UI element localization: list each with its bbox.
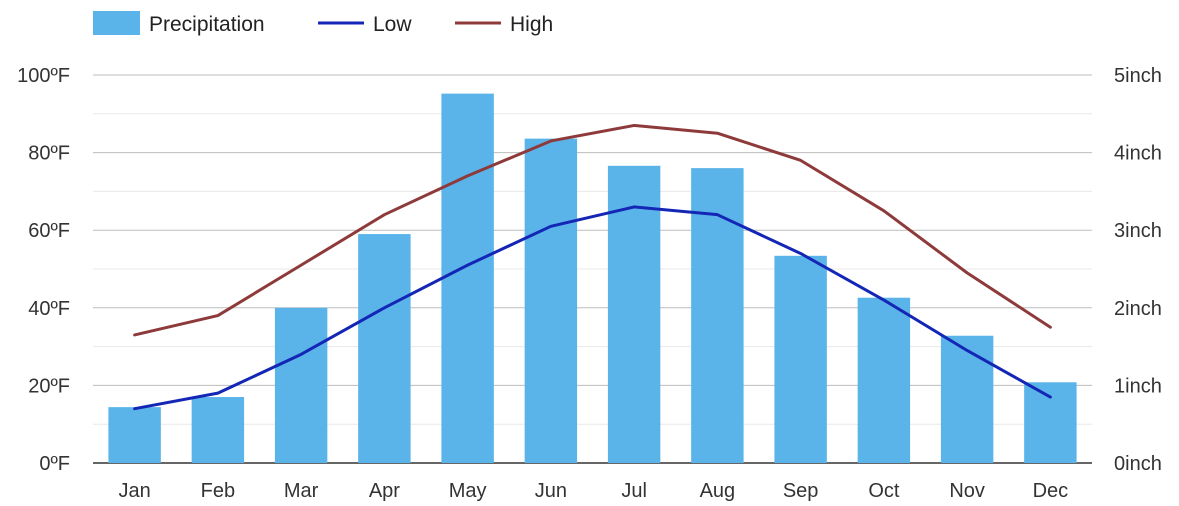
precipitation-bar bbox=[940, 335, 994, 463]
y-left-tick-label: 40ºF bbox=[28, 298, 70, 320]
x-tick-label: Oct bbox=[868, 480, 900, 502]
y-left-tick-label: 60ºF bbox=[28, 220, 70, 242]
y-left-tick-label: 80ºF bbox=[28, 143, 70, 165]
x-tick-label: Jul bbox=[621, 480, 647, 502]
legend-label: Precipitation bbox=[149, 13, 265, 36]
legend-swatch bbox=[93, 11, 140, 35]
x-tick-label: Aug bbox=[700, 480, 736, 502]
precipitation-bar bbox=[857, 297, 911, 463]
legend: Precipitation Low High bbox=[93, 11, 553, 36]
grid bbox=[93, 74, 1092, 464]
y-right-tick-label: 3inch bbox=[1114, 220, 1162, 242]
legend-label: Low bbox=[373, 13, 412, 36]
precipitation-bar bbox=[774, 255, 827, 463]
x-tick-label: Nov bbox=[949, 480, 985, 502]
x-tick-label: Mar bbox=[284, 480, 319, 502]
y-left-tick-label: 100ºF bbox=[17, 65, 70, 87]
y-right-tick-label: 0inch bbox=[1114, 453, 1162, 475]
temperature-lines bbox=[133, 123, 1052, 411]
x-tick-label: Dec bbox=[1033, 480, 1069, 502]
precipitation-bar bbox=[524, 138, 578, 463]
y-right-tick-label: 4inch bbox=[1114, 143, 1162, 165]
x-tick-label: May bbox=[449, 480, 487, 502]
axes: 0ºF 20ºF 40ºF 60ºF 80ºF 100ºF 0inch 1inch 2inch 3… bbox=[17, 65, 1162, 502]
legend-label: High bbox=[510, 13, 553, 36]
precipitation-bar bbox=[274, 307, 328, 463]
y-right-tick-label: 1inch bbox=[1114, 375, 1162, 397]
y-right-tick-label: 5inch bbox=[1114, 65, 1162, 87]
series-line-high bbox=[133, 123, 1052, 337]
precipitation-bar bbox=[191, 397, 245, 463]
x-tick-label: Jan bbox=[119, 480, 151, 502]
y-left-tick-label: 20ºF bbox=[28, 375, 70, 397]
precipitation-bar bbox=[691, 168, 744, 463]
y-left-tick-label: 0ºF bbox=[39, 453, 70, 475]
series-line-low bbox=[133, 205, 1052, 411]
precipitation-bar bbox=[358, 234, 411, 463]
x-tick-label: Apr bbox=[369, 480, 400, 502]
y-right-tick-label: 2inch bbox=[1114, 298, 1162, 320]
x-tick-label: Feb bbox=[201, 480, 235, 502]
precipitation-bar bbox=[607, 165, 661, 464]
precipitation-bar bbox=[108, 407, 161, 463]
x-tick-label: Jun bbox=[535, 480, 567, 502]
precipitation-bars bbox=[108, 93, 1077, 464]
precipitation-bar bbox=[441, 93, 494, 464]
x-tick-label: Sep bbox=[783, 480, 819, 502]
precipitation-bar bbox=[1024, 382, 1077, 463]
